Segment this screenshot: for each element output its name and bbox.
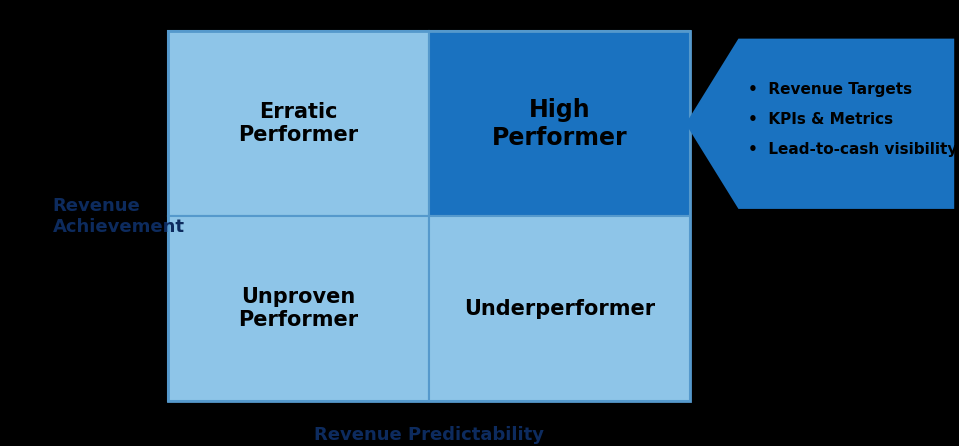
Text: •  Lead-to-cash visibility: • Lead-to-cash visibility xyxy=(748,142,957,157)
Text: Underperformer: Underperformer xyxy=(464,299,655,319)
Text: Unproven
Performer: Unproven Performer xyxy=(239,287,359,330)
Text: High
Performer: High Performer xyxy=(492,98,627,150)
Text: Revenue
Achievement: Revenue Achievement xyxy=(53,197,185,235)
Text: Revenue Predictability: Revenue Predictability xyxy=(315,426,544,444)
Text: •  Revenue Targets: • Revenue Targets xyxy=(748,82,912,97)
Text: •  KPIs & Metrics: • KPIs & Metrics xyxy=(748,112,893,127)
Text: Erratic
Performer: Erratic Performer xyxy=(239,102,359,145)
